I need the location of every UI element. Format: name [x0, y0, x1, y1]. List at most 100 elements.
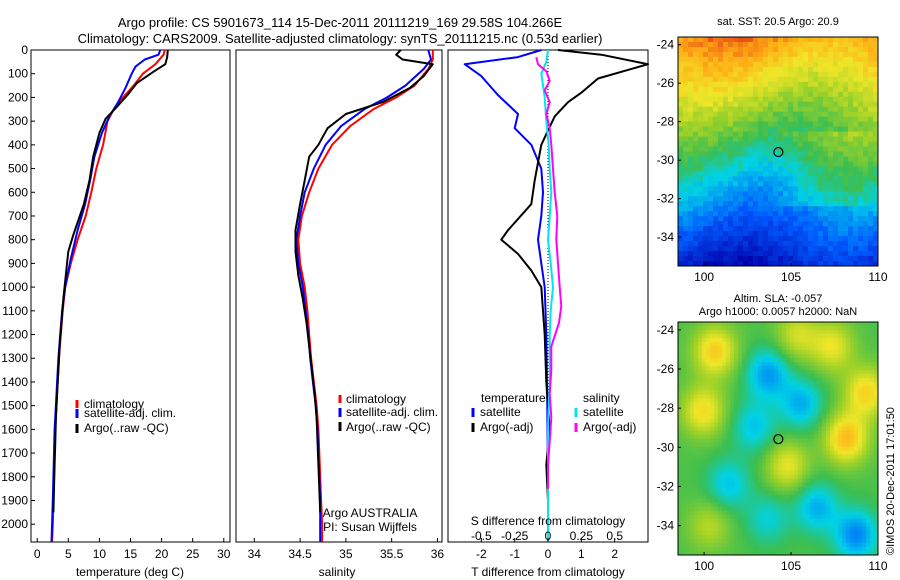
heatmap-cell: [728, 81, 734, 88]
heatmap-cell: [753, 196, 759, 202]
heatmap-cell: [803, 121, 809, 128]
heatmap-cell: [723, 106, 729, 113]
heatmap-cell: [773, 66, 779, 73]
heatmap-cell: [858, 450, 863, 456]
heatmap-cell: [823, 126, 829, 133]
heatmap-cell: [726, 358, 731, 363]
heatmap-cell: [803, 61, 809, 68]
heatmap-cell: [778, 146, 784, 153]
heatmap-cell: [713, 51, 719, 58]
heatmap-cell: [746, 410, 751, 415]
heatmap-cell: [742, 370, 747, 375]
heatmap-cell: [854, 462, 859, 468]
heatmap-cell: [850, 398, 855, 403]
heatmap-cell: [863, 226, 869, 232]
heatmap-cell: [678, 470, 683, 476]
heatmap-cell: [688, 46, 694, 53]
heatmap-cell: [678, 550, 683, 555]
heatmap-cell: [758, 490, 763, 496]
heatmap-cell: [762, 482, 767, 488]
heatmap-cell: [823, 256, 829, 262]
heatmap-cell: [783, 186, 789, 192]
heatmap-cell: [782, 522, 787, 528]
heatmap-cell: [854, 502, 859, 508]
heatmap-cell: [730, 478, 735, 484]
heatmap-cell: [698, 37, 704, 43]
heatmap-cell: [853, 131, 859, 138]
heatmap-cell: [678, 231, 684, 237]
heatmap-cell: [762, 530, 767, 536]
heatmap-cell: [693, 106, 699, 113]
heatmap-cell: [738, 470, 743, 476]
heatmap-cell: [874, 498, 878, 504]
sla-map-title: Altim. SLA: -0.057: [734, 293, 823, 305]
heatmap-cell: [746, 322, 751, 327]
heatmap-cell: [766, 398, 771, 403]
heatmap-cell: [798, 81, 804, 88]
heatmap-cell: [682, 342, 687, 347]
heatmap-cell: [786, 414, 791, 420]
heatmap-cell: [678, 370, 683, 375]
heatmap-cell: [813, 121, 819, 128]
heatmap-cell: [738, 41, 744, 48]
heatmap-cell: [742, 442, 747, 448]
heatmap-cell: [802, 470, 807, 476]
heatmap-cell: [774, 406, 779, 411]
heatmap-cell: [714, 378, 719, 383]
heatmap-cell: [858, 226, 864, 232]
heatmap-cell: [690, 410, 695, 415]
heatmap-cell: [806, 510, 811, 516]
heatmap-cell: [830, 422, 835, 428]
heatmap-cell: [862, 442, 867, 448]
heatmap-cell: [746, 506, 751, 512]
heatmap-cell: [862, 522, 867, 528]
heatmap-cell: [773, 171, 779, 177]
heatmap-cell: [714, 410, 719, 415]
heatmap-cell: [778, 176, 784, 182]
heatmap-cell: [762, 534, 767, 540]
heatmap-cell: [870, 450, 875, 456]
heatmap-cell: [822, 386, 827, 391]
heatmap-cell: [706, 438, 711, 444]
heatmap-cell: [758, 121, 764, 128]
heatmap-cell: [738, 402, 743, 407]
heatmap-cell: [854, 330, 859, 335]
heatmap-cell: [774, 550, 779, 555]
heatmap-cell: [773, 111, 779, 118]
heatmap-cell: [693, 221, 699, 227]
heatmap-cell: [758, 410, 763, 415]
heatmap-cell: [694, 334, 699, 339]
heatmap-cell: [778, 462, 783, 468]
heatmap-cell: [718, 41, 724, 48]
heatmap-cell: [754, 470, 759, 476]
heatmap-cell: [793, 106, 799, 113]
heatmap-cell: [678, 538, 683, 544]
heatmap-cell: [698, 522, 703, 528]
heatmap-cell: [698, 146, 704, 153]
heatmap-cell: [746, 442, 751, 448]
heatmap-cell: [728, 246, 734, 252]
heatmap-cell: [734, 398, 739, 403]
heatmap-cell: [754, 346, 759, 351]
heatmap-cell: [873, 126, 878, 133]
heatmap-cell: [742, 374, 747, 379]
heatmap-cell: [798, 71, 804, 78]
heatmap-cell: [693, 46, 699, 53]
heatmap-cell: [788, 61, 794, 68]
heatmap-cell: [722, 482, 727, 488]
heatmap-cell: [714, 334, 719, 339]
heatmap-cell: [730, 358, 735, 363]
heatmap-cell: [833, 116, 839, 123]
y-tick-label: 1800: [1, 470, 28, 484]
heatmap-cell: [763, 246, 769, 252]
heatmap-cell: [808, 131, 814, 138]
heatmap-cell: [848, 171, 854, 177]
heatmap-cell: [873, 41, 878, 48]
depth-yticks: 0100200300400500600700800900100011001200…: [1, 43, 452, 531]
heatmap-cell: [854, 494, 859, 500]
heatmap-cell: [850, 366, 855, 371]
heatmap-cell: [708, 37, 714, 43]
heatmap-cell: [813, 231, 819, 237]
heatmap-cell: [734, 354, 739, 359]
heatmap-cell: [678, 121, 684, 128]
